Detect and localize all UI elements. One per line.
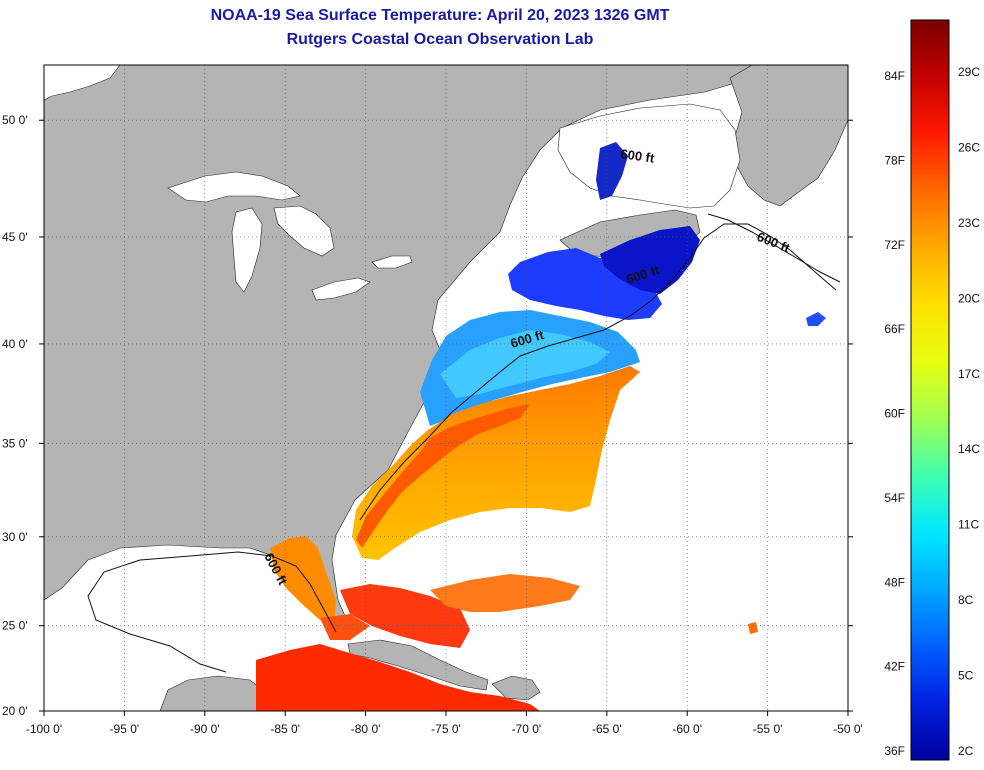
lat-tick-label: 45 0' — [2, 230, 28, 244]
lat-tick-label: 20 0' — [2, 704, 28, 718]
lat-tick-label: 25 0' — [2, 619, 28, 633]
sst-data-layer — [256, 142, 826, 711]
lon-tick-label: -65 0' — [592, 722, 622, 736]
lake-ontario — [371, 255, 413, 269]
sst-caribbean — [256, 644, 540, 711]
lake-huron — [273, 205, 335, 257]
lon-tick-label: -95 0' — [110, 722, 140, 736]
lon-tick-label: -55 0' — [753, 722, 783, 736]
map-title: NOAA-19 Sea Surface Temperature: April 2… — [210, 7, 670, 24]
latitude-axis: 50 0' 45 0' 40 0' 35 0' 30 0' 25 0' 20 0' — [2, 113, 853, 718]
sst-slope-water — [440, 330, 610, 398]
lon-tick-label: -60 0' — [672, 722, 702, 736]
lat-tick-label: 50 0' — [2, 113, 28, 127]
map-subtitle: Rutgers Coastal Ocean Observation Lab — [286, 31, 594, 48]
lake-superior — [167, 171, 301, 203]
isobath-newfoundland — [707, 213, 841, 283]
sst-gulf-stream — [352, 366, 640, 560]
isobath-lines — [87, 213, 841, 673]
longitude-axis: -100 0' -95 0' -90 0' -85 0' -80 0' -75 0' -70… — [26, 711, 863, 736]
hudson-bay-water — [44, 65, 121, 101]
sst-cold-patch-east — [806, 312, 826, 326]
sst-gulf-stream-core — [356, 404, 530, 548]
lon-tick-label: -90 0' — [190, 722, 220, 736]
lon-tick-label: -80 0' — [351, 722, 381, 736]
sst-scattered-warm — [430, 574, 580, 612]
isobath-label: 600 ft — [620, 146, 656, 166]
sst-bahamas — [340, 584, 470, 648]
lon-tick-label: -75 0' — [431, 722, 461, 736]
isobath-gulf — [87, 551, 337, 673]
lake-michigan — [231, 207, 263, 293]
sst-florida-straits — [320, 614, 370, 640]
sst-warm-patch-east — [748, 622, 758, 634]
land-cuba — [347, 639, 489, 691]
isobath-east-coast — [359, 223, 837, 521]
lat-tick-label: 40 0' — [2, 337, 28, 351]
lake-erie — [311, 277, 371, 301]
lon-tick-label: -70 0' — [512, 722, 542, 736]
lon-tick-label: -50 0' — [833, 722, 863, 736]
lat-tick-label: 30 0' — [2, 530, 28, 544]
lon-tick-label: -85 0' — [270, 722, 300, 736]
lon-tick-label: -100 0' — [26, 722, 62, 736]
sst-gulf-st-lawrence-cold — [596, 142, 628, 200]
lat-tick-label: 35 0' — [2, 436, 28, 450]
